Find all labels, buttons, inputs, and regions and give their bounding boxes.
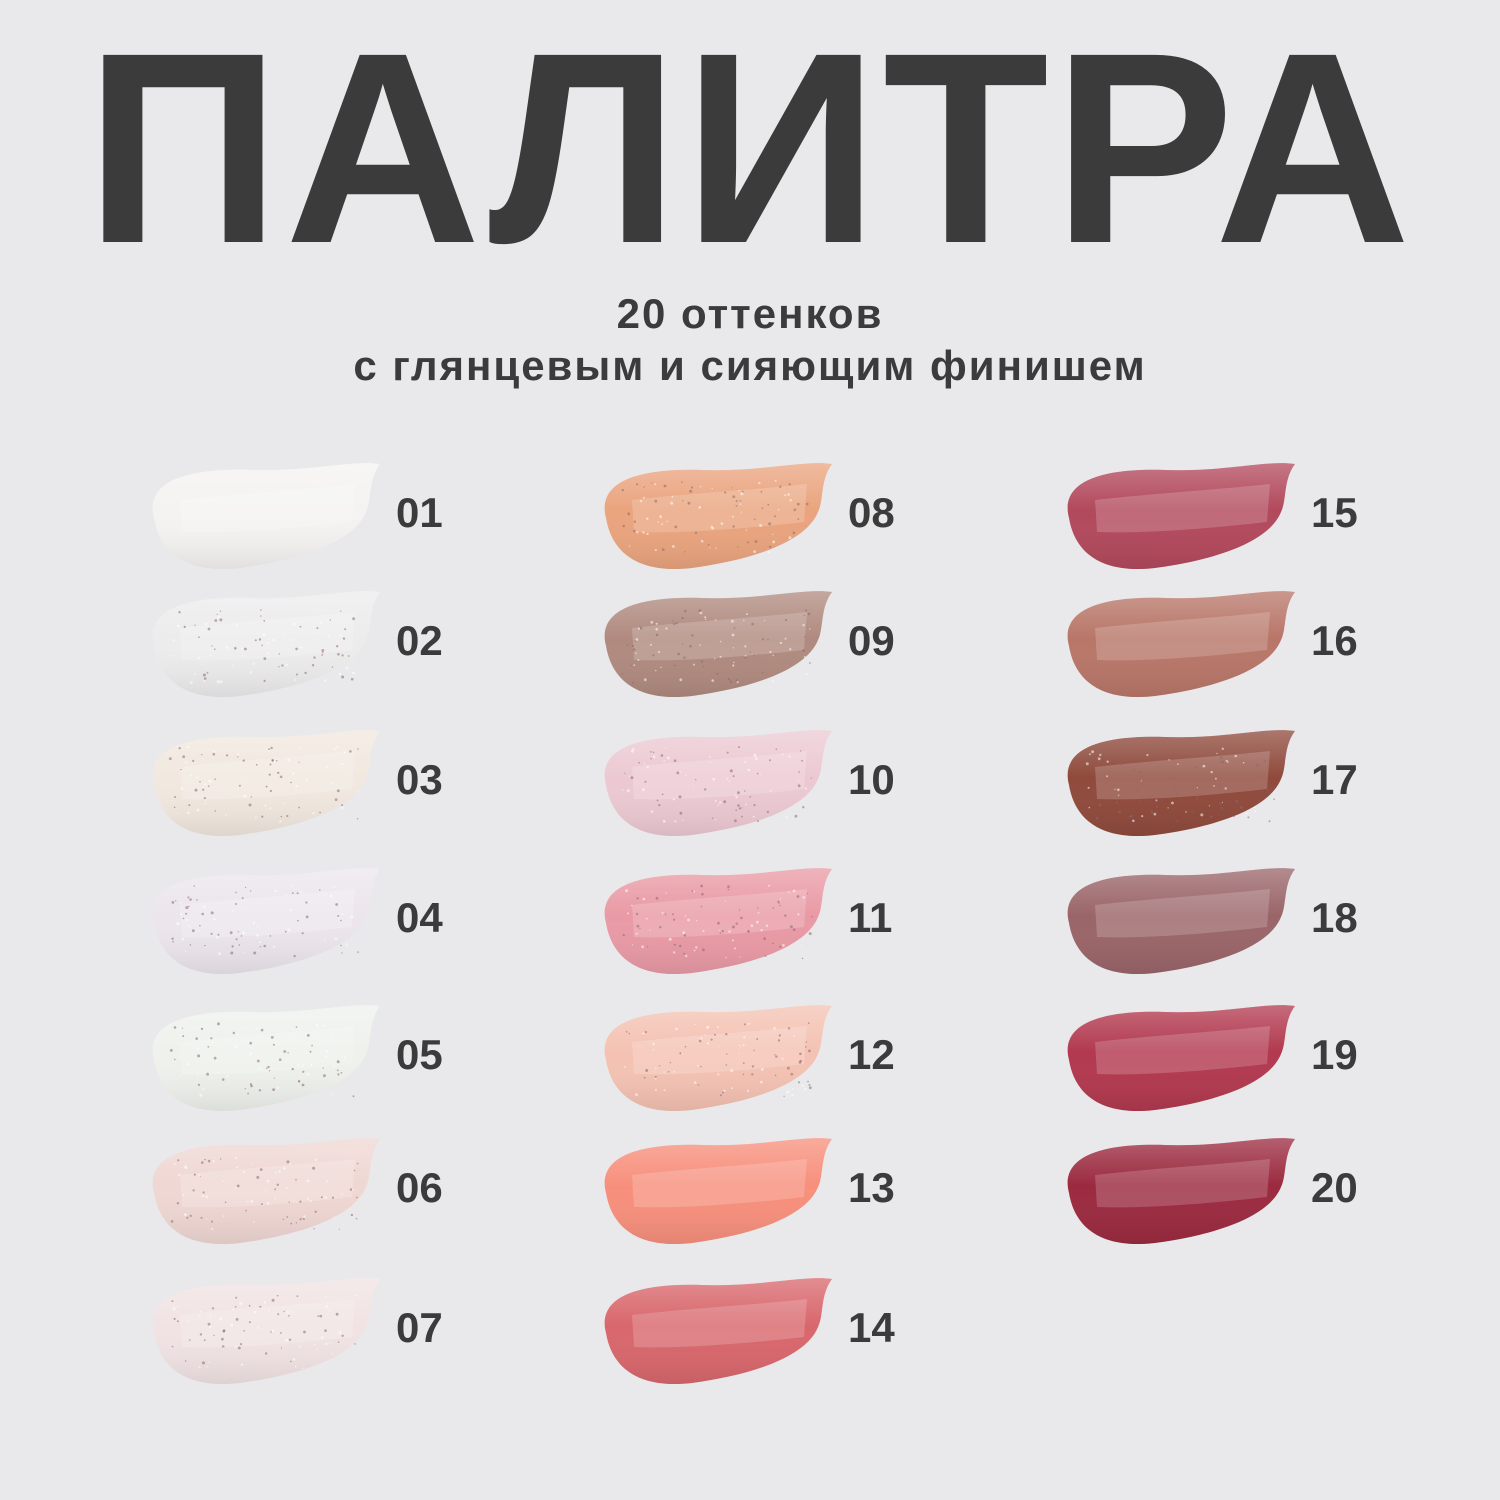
shade-number: 08 [848, 489, 895, 536]
shade-06: 06 [140, 1125, 460, 1251]
shade-04: 04 [140, 855, 460, 981]
shade-number: 02 [396, 617, 443, 664]
shade-number: 20 [1311, 1164, 1358, 1211]
shade-number: 03 [396, 756, 443, 803]
shade-number: 10 [848, 756, 895, 803]
shade-number: 04 [396, 894, 443, 941]
swatch-smear [152, 1138, 380, 1245]
swatch-smear [152, 1005, 380, 1112]
swatch-smear [1067, 868, 1295, 975]
shade-number: 14 [848, 1304, 895, 1351]
swatch-smear [152, 730, 380, 837]
shade-number: 16 [1311, 617, 1358, 664]
swatch-smear [152, 868, 380, 975]
swatch-smear [1067, 1005, 1295, 1112]
shade-number: 05 [396, 1031, 443, 1078]
shade-08: 08 [592, 450, 912, 576]
swatch-smear [1067, 1138, 1295, 1245]
shade-18: 18 [1055, 855, 1375, 981]
shade-number: 12 [848, 1031, 895, 1078]
swatch-smear [604, 1278, 832, 1385]
swatch-smear [604, 463, 832, 570]
shade-12: 12 [592, 992, 912, 1118]
swatch-smear [604, 868, 832, 975]
shade-14: 14 [592, 1265, 912, 1391]
shade-11: 11 [592, 855, 912, 981]
shade-number: 18 [1311, 894, 1358, 941]
swatch-smear [152, 463, 380, 570]
shade-19: 19 [1055, 992, 1375, 1118]
page-title: ПАЛИТРА [85, 0, 1415, 300]
shade-20: 20 [1055, 1125, 1375, 1251]
shade-03: 03 [140, 717, 460, 843]
swatch-smear [604, 1005, 832, 1112]
shade-13: 13 [592, 1125, 912, 1251]
shade-09: 09 [592, 578, 912, 704]
shade-17: 17 [1055, 717, 1375, 843]
shade-02: 02 [140, 578, 460, 704]
shade-number: 19 [1311, 1031, 1358, 1078]
swatch-smear [604, 591, 832, 698]
shade-01: 01 [140, 450, 460, 576]
shade-15: 15 [1055, 450, 1375, 576]
shade-number: 13 [848, 1164, 895, 1211]
swatch-smear [1067, 591, 1295, 698]
shade-number: 15 [1311, 489, 1358, 536]
subtitle-shade-count: 20 оттенков [616, 290, 884, 337]
shade-07: 07 [140, 1265, 460, 1391]
swatch-smear [152, 1278, 380, 1385]
shade-10: 10 [592, 717, 912, 843]
subtitle-finish: с глянцевым и сияющим финишем [353, 342, 1147, 389]
swatch-smear [1067, 463, 1295, 570]
shade-number: 11 [848, 894, 893, 941]
shade-number: 09 [848, 617, 895, 664]
swatch-smear [1067, 730, 1295, 837]
shade-16: 16 [1055, 578, 1375, 704]
shade-number: 01 [396, 489, 443, 536]
swatch-smear [152, 591, 380, 698]
swatch-smear [604, 730, 832, 837]
shade-number: 17 [1311, 756, 1358, 803]
shade-05: 05 [140, 992, 460, 1118]
swatch-smear [604, 1138, 832, 1245]
shade-number: 07 [396, 1304, 443, 1351]
shade-number: 06 [396, 1164, 443, 1211]
